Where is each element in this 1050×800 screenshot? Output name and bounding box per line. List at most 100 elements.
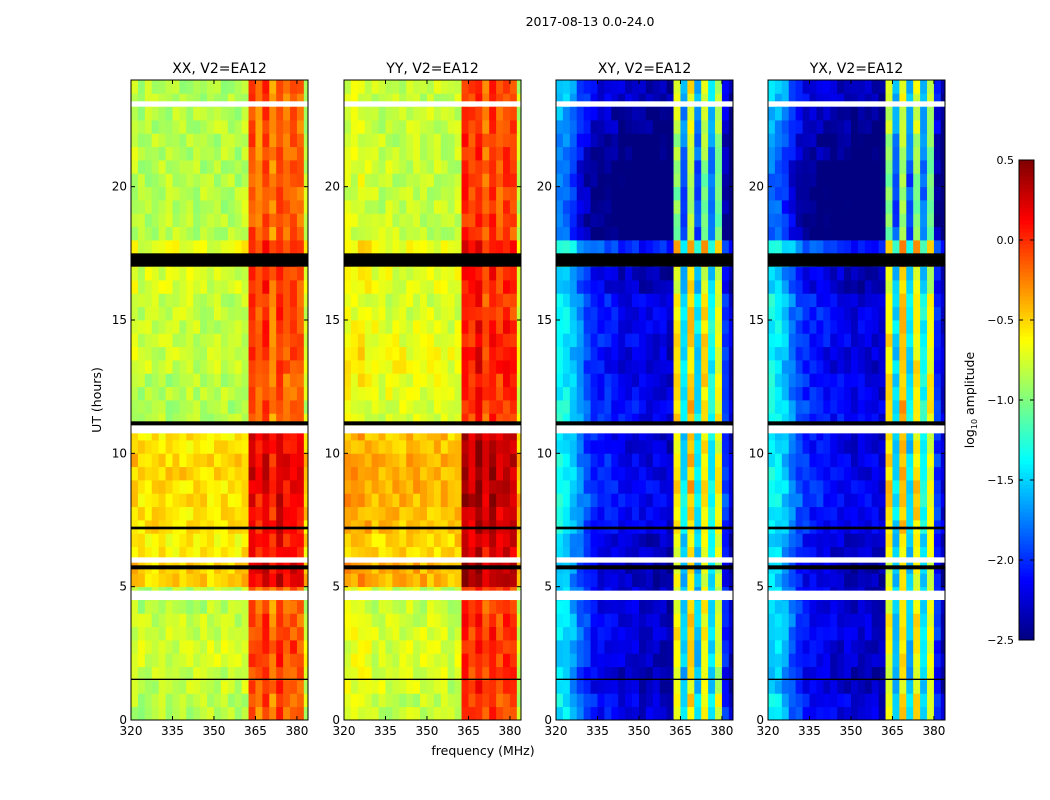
heatmap-cell [659, 320, 668, 334]
heatmap-cell [788, 533, 797, 548]
heatmap-cell [878, 440, 886, 454]
heatmap-cell [454, 413, 462, 428]
heatmap-cell [830, 320, 838, 334]
heatmap-cell [844, 160, 852, 174]
heatmap-cell [892, 186, 900, 201]
heatmap-cell [509, 693, 518, 708]
heatmap-cell [186, 400, 194, 414]
heatmap-cell [562, 226, 571, 241]
heatmap-cell [509, 600, 518, 614]
heatmap-cell [137, 640, 146, 654]
heatmap-cell [144, 80, 153, 94]
heatmap-cell [426, 706, 435, 721]
heatmap-cell [933, 413, 942, 428]
heatmap-cell [385, 200, 393, 214]
heatmap-cell [933, 626, 942, 641]
heatmap-cell [687, 626, 695, 641]
heatmap-cell [708, 333, 716, 348]
heatmap-cell [392, 453, 400, 468]
heatmap-cell [878, 533, 886, 548]
heatmap-cell [241, 440, 249, 454]
heatmap-cell [440, 453, 449, 468]
heatmap-cell [721, 213, 730, 228]
heatmap-cell [420, 613, 428, 628]
heatmap-cell [597, 693, 605, 708]
flagged-row-black [556, 253, 733, 267]
heatmap-cell [781, 706, 790, 721]
heatmap-cell [151, 93, 160, 108]
heatmap-cell [220, 506, 229, 521]
heatmap-cell [795, 666, 803, 681]
heatmap-cell [788, 306, 797, 321]
heatmap-cell [137, 360, 146, 374]
heatmap-cell [768, 493, 776, 508]
heatmap-cell [276, 666, 284, 681]
heatmap-cell [489, 93, 497, 108]
heatmap-cell [447, 133, 456, 148]
heatmap-cell [885, 493, 893, 508]
heatmap-cell [562, 266, 571, 281]
heatmap-cell [290, 426, 298, 441]
heatmap-cell [645, 293, 654, 308]
heatmap-cell [927, 573, 935, 588]
heatmap-cell [357, 160, 366, 174]
heatmap-cell [213, 506, 222, 521]
heatmap-cell [151, 186, 160, 201]
heatmap-cell [728, 693, 734, 708]
heatmap-cell [440, 440, 449, 454]
heatmap-cell [344, 226, 352, 241]
heatmap-cell [385, 506, 393, 521]
heatmap-cell [673, 213, 681, 228]
heatmap-cell [569, 426, 578, 441]
heatmap-cell [255, 306, 263, 321]
heatmap-cell [186, 413, 194, 428]
heatmap-cell [590, 653, 598, 668]
heatmap-cell [632, 546, 640, 561]
heatmap-cell [892, 320, 900, 334]
heatmap-cell [611, 680, 619, 694]
heatmap-cell [489, 280, 497, 294]
heatmap-cell [440, 546, 449, 561]
heatmap-cell [234, 573, 243, 588]
heatmap-cell [344, 600, 352, 614]
heatmap-cell [673, 80, 681, 94]
heatmap-cell [179, 640, 187, 654]
heatmap-cell [562, 173, 571, 188]
heatmap-cell [701, 466, 709, 481]
heatmap-cell [899, 400, 907, 414]
heatmap-cell [885, 240, 893, 254]
heatmap-cell [241, 466, 249, 481]
heatmap-cell [694, 293, 702, 308]
heatmap-cell [774, 466, 783, 481]
heatmap-cell [406, 493, 414, 508]
heatmap-cell [269, 493, 277, 508]
heatmap-cell [562, 373, 571, 388]
heatmap-cell [392, 106, 400, 121]
heatmap-cell [420, 413, 428, 428]
heatmap-cell [701, 480, 709, 494]
heatmap-cell [871, 453, 880, 468]
heatmap-cell [638, 386, 647, 401]
heatmap-cell [269, 320, 277, 334]
heatmap-cell [562, 693, 571, 708]
heatmap-cell [878, 386, 886, 401]
heatmap-cell [604, 146, 612, 161]
heatmap-cell [447, 626, 456, 641]
heatmap-cell [768, 306, 776, 321]
heatmap-cell [715, 693, 723, 708]
heatmap-cell [864, 413, 873, 428]
heatmap-cell [385, 173, 393, 188]
heatmap-cell [179, 706, 187, 721]
heatmap-cell [701, 666, 709, 681]
heatmap-cell [774, 360, 783, 374]
heatmap-cell [802, 666, 810, 681]
heatmap-cell [556, 266, 564, 281]
heatmap-cell [344, 506, 352, 521]
heatmap-cell [604, 546, 612, 561]
heatmap-cell [454, 320, 462, 334]
heatmap-cell [496, 386, 504, 401]
heatmap-cell [844, 573, 852, 588]
heatmap-cell [562, 626, 571, 641]
heatmap-cell [186, 93, 194, 108]
heatmap-cell [447, 360, 456, 374]
